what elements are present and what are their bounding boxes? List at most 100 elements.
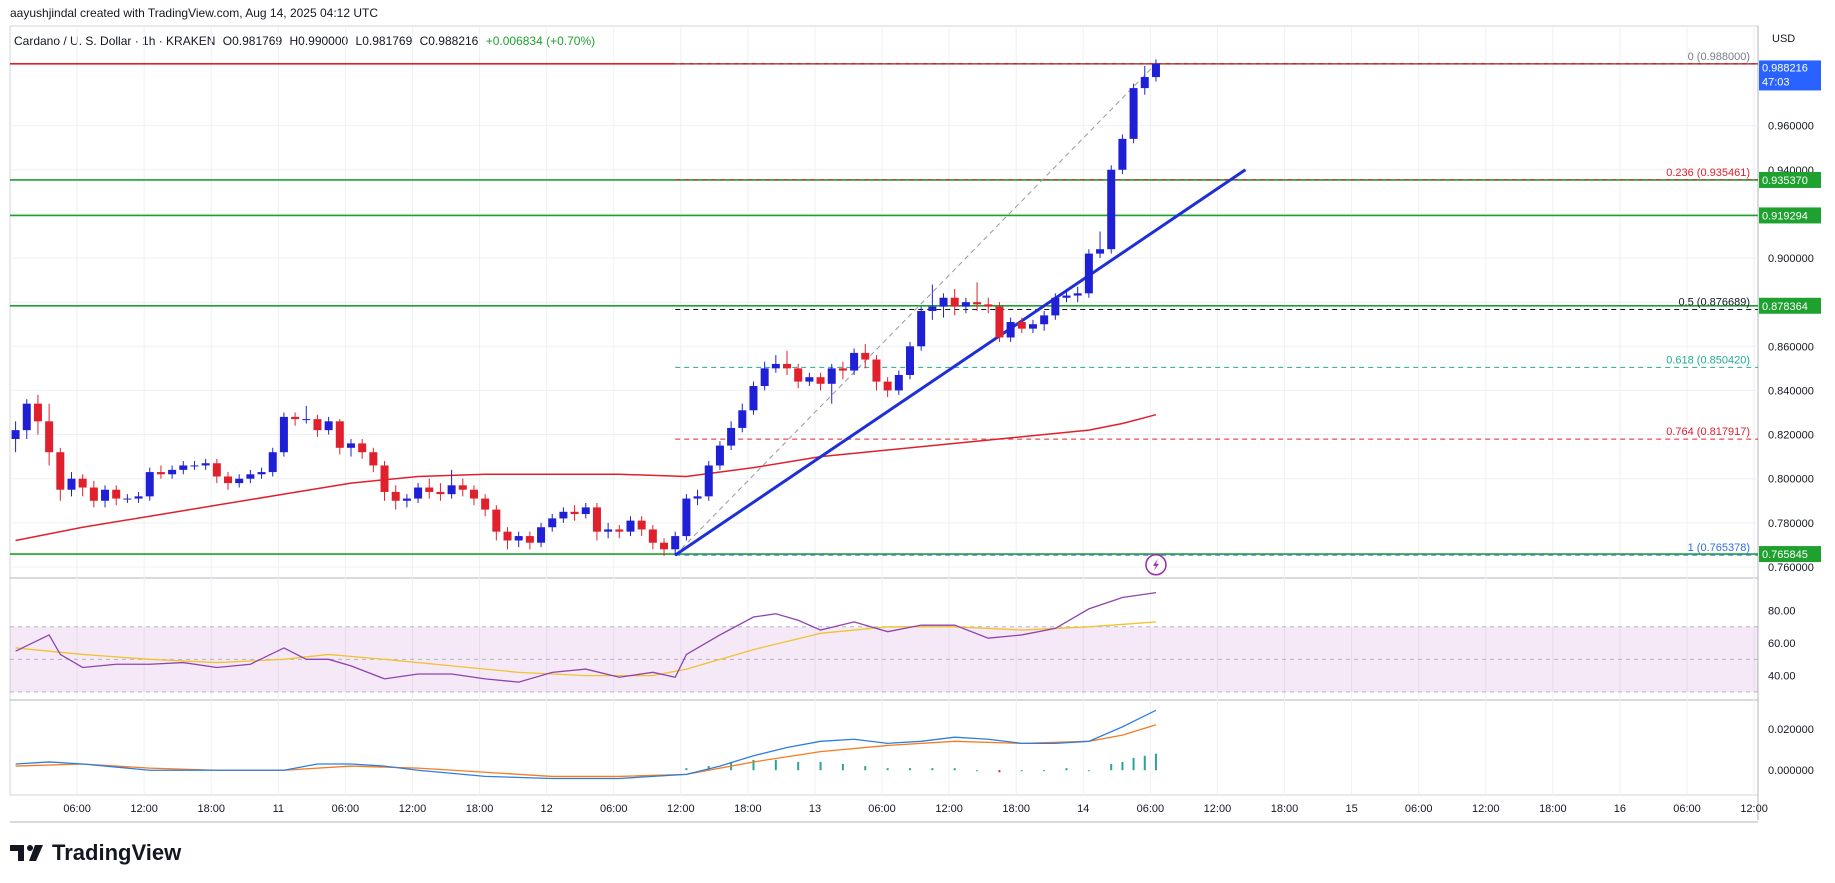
candle-body: [313, 419, 322, 431]
candle-body: [235, 478, 244, 484]
candle-body: [1140, 77, 1149, 89]
candle: [995, 302, 1004, 342]
ohlc-low: L0.981769: [355, 34, 413, 48]
candle-body: [1118, 138, 1127, 170]
candle-body: [335, 421, 344, 448]
currency-label: USD: [1772, 33, 1795, 45]
candle-body: [738, 410, 747, 428]
candle: [492, 505, 501, 541]
candle-body: [22, 403, 31, 431]
candle-body: [168, 469, 177, 475]
macd-hist-bar: [797, 761, 800, 771]
candle: [1129, 83, 1138, 144]
candle-body: [33, 403, 42, 422]
symbol-name[interactable]: Cardano / U. S. Dollar · 1h · KRAKEN: [14, 34, 216, 48]
candle: [648, 525, 657, 550]
time-tick-label: 18:00: [1539, 803, 1567, 815]
candle: [112, 485, 121, 506]
candle-body: [973, 302, 982, 305]
candle: [548, 514, 557, 532]
candle-body: [894, 374, 903, 391]
candle-body: [469, 489, 478, 499]
time-tick-label: 18:00: [466, 803, 494, 815]
candle-body: [190, 465, 199, 467]
candle-body: [123, 498, 132, 500]
candle-body: [11, 430, 20, 439]
candle: [581, 502, 590, 519]
candle: [883, 377, 892, 398]
price-level-badge-label: 0.878364: [1762, 301, 1808, 313]
time-tick-label: 12:00: [1204, 803, 1232, 815]
ohlc-change: +0.006834 (+0.70%): [485, 34, 596, 48]
candle: [805, 372, 814, 387]
price-chart[interactable]: 0 (0.988000) 0.236 (0.935461) 0.5 (0.87668…: [0, 0, 1835, 835]
candle-body: [581, 507, 590, 515]
candle: [425, 478, 434, 499]
candle: [279, 412, 288, 457]
candle: [928, 284, 937, 320]
macd-hist-bar: [976, 770, 979, 772]
time-tick-label: 18:00: [1002, 803, 1030, 815]
candle: [458, 478, 467, 497]
candle-body: [838, 368, 847, 371]
candle-body: [134, 496, 143, 499]
candle-body: [715, 445, 724, 466]
macd-hist-bar: [953, 768, 956, 771]
candle: [503, 527, 512, 550]
candle-body: [1096, 249, 1105, 254]
time-tick-label: 18:00: [1271, 803, 1299, 815]
candle-body: [883, 381, 892, 391]
candle: [570, 505, 579, 521]
macd-hist-bar: [1020, 770, 1023, 772]
candle-body: [179, 465, 188, 470]
candle-body: [827, 368, 836, 384]
last-price-label: 0.988216: [1762, 62, 1808, 74]
candle: [78, 474, 87, 497]
price-level-badge-label: 0.919294: [1762, 210, 1808, 222]
time-tick-label: 12:00: [935, 803, 963, 815]
time-tick-label: 06:00: [600, 803, 628, 815]
candle-body: [369, 452, 378, 466]
macd-hist-bar: [752, 759, 755, 771]
macd-hist-bar: [1143, 755, 1146, 771]
time-tick-label: 12:00: [399, 803, 427, 815]
candle-body: [324, 421, 333, 431]
candle-body: [1151, 63, 1160, 78]
indicator-panes: [10, 591, 1758, 780]
candle-body: [246, 474, 255, 479]
candle: [402, 494, 411, 508]
candle-body: [201, 463, 210, 466]
macd-hist-bar: [685, 768, 688, 771]
time-tick-label: 11: [273, 803, 284, 815]
candle: [727, 421, 736, 451]
candle: [291, 412, 300, 426]
tradingview-logo-icon: [10, 845, 43, 861]
rsi-tick-label: 80.00: [1768, 606, 1796, 618]
candle-body: [626, 520, 635, 532]
rsi-line: [15, 591, 1157, 683]
candle: [324, 416, 333, 435]
candle: [917, 306, 926, 351]
candle: [481, 494, 490, 517]
candle: [1084, 249, 1093, 298]
price-tick-label: 0.820000: [1768, 430, 1814, 442]
candle: [827, 363, 836, 404]
candle-body: [939, 297, 948, 307]
candle: [1040, 310, 1049, 331]
time-tick-label: 12:00: [130, 803, 158, 815]
candle: [380, 461, 389, 501]
candle: [704, 461, 713, 501]
tradingview-logo[interactable]: TradingView: [10, 840, 181, 866]
candle-body: [291, 416, 300, 420]
bullish-trend-line[interactable]: [674, 168, 1247, 557]
candle: [592, 502, 601, 541]
candle: [872, 355, 881, 391]
candle: [525, 531, 534, 550]
candle: [537, 522, 546, 548]
candle: [33, 394, 42, 435]
candle: [1028, 319, 1037, 334]
candle: [302, 405, 311, 424]
candle-body: [961, 302, 970, 307]
candle-body: [771, 363, 780, 369]
time-tick-label: 16: [1614, 803, 1626, 815]
